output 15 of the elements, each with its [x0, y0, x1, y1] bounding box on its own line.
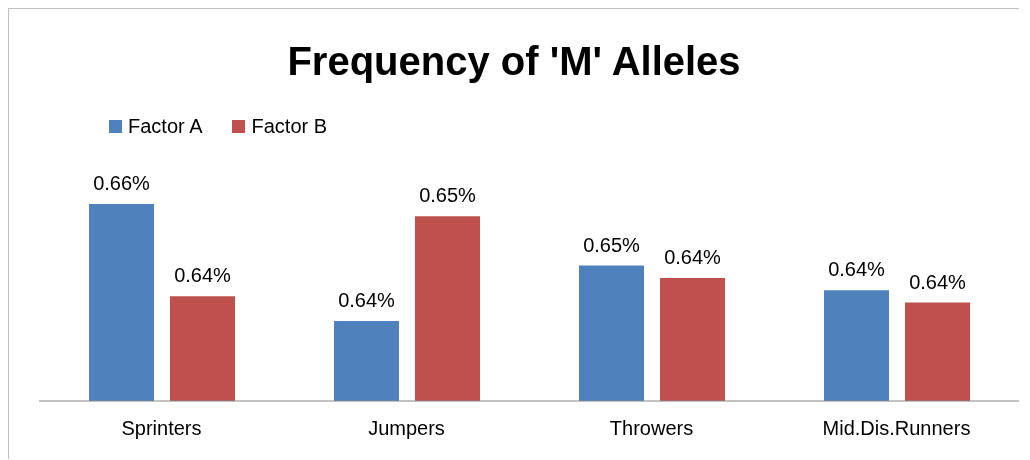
data-label: 0.64% — [174, 264, 232, 287]
data-label: 0.64% — [338, 288, 396, 311]
data-label: 0.65% — [419, 184, 477, 207]
data-label: 0.64% — [828, 258, 886, 281]
x-tick-label: Jumpers — [368, 417, 445, 440]
data-label: 0.64% — [664, 245, 722, 268]
legend-label: Factor A — [128, 115, 203, 138]
data-label: 0.65% — [583, 233, 641, 256]
data-label: 0.66% — [93, 172, 151, 194]
legend-label: Factor B — [251, 115, 328, 138]
x-tick-label: Sprinters — [121, 417, 202, 440]
data-label: 0.64% — [909, 270, 967, 293]
chart-title: Frequency of 'M' Alleles — [286, 39, 742, 84]
x-tick-label: Mid.Dis.Runners — [822, 417, 971, 440]
x-tick-label: Throwers — [609, 417, 694, 440]
